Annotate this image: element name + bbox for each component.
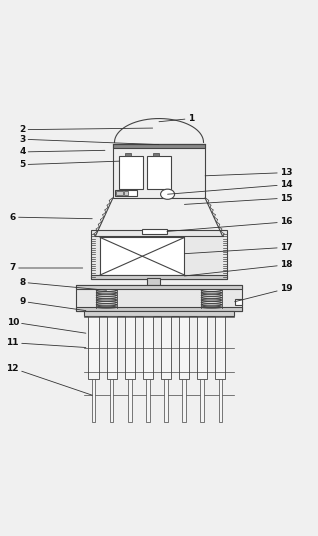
Text: 11: 11: [6, 338, 86, 347]
Bar: [76, 286, 242, 289]
Text: 13: 13: [205, 168, 293, 177]
Text: 2: 2: [19, 125, 153, 134]
Text: 1: 1: [159, 114, 194, 123]
Bar: [100, 237, 184, 275]
Bar: [110, 379, 114, 422]
Bar: [179, 316, 189, 379]
Bar: [128, 379, 132, 422]
Bar: [76, 307, 242, 311]
Bar: [164, 379, 168, 422]
Bar: [147, 279, 160, 286]
Bar: [147, 156, 171, 189]
Text: 6: 6: [10, 213, 92, 221]
Text: 9: 9: [19, 297, 86, 311]
Bar: [197, 316, 207, 379]
Bar: [146, 379, 150, 422]
Text: 4: 4: [19, 147, 105, 157]
Text: 17: 17: [184, 243, 293, 254]
Text: 7: 7: [10, 264, 83, 272]
Bar: [182, 379, 186, 422]
Bar: [91, 230, 227, 279]
Bar: [200, 379, 204, 422]
Text: 14: 14: [168, 180, 293, 194]
Bar: [116, 191, 123, 196]
Text: 15: 15: [184, 193, 293, 204]
Bar: [124, 191, 128, 196]
Bar: [143, 316, 153, 379]
Bar: [88, 316, 99, 379]
Bar: [125, 316, 135, 379]
Bar: [215, 316, 225, 379]
Bar: [113, 144, 205, 198]
Text: 16: 16: [167, 218, 293, 232]
Text: 12: 12: [6, 363, 92, 395]
Bar: [119, 156, 143, 189]
Bar: [161, 316, 171, 379]
Bar: [84, 311, 234, 316]
Bar: [115, 190, 137, 197]
Bar: [76, 286, 242, 311]
Text: 10: 10: [7, 317, 86, 333]
Bar: [142, 228, 167, 234]
Bar: [218, 379, 222, 422]
Bar: [107, 316, 117, 379]
Text: 18: 18: [184, 260, 293, 276]
Text: 3: 3: [19, 135, 159, 145]
Text: 5: 5: [19, 160, 119, 169]
Text: 8: 8: [19, 278, 107, 291]
Bar: [235, 299, 242, 304]
Bar: [125, 153, 131, 157]
Bar: [113, 144, 205, 148]
Ellipse shape: [161, 189, 175, 199]
Bar: [92, 379, 95, 422]
Bar: [91, 274, 227, 279]
Bar: [153, 153, 159, 157]
Text: 19: 19: [235, 284, 293, 302]
